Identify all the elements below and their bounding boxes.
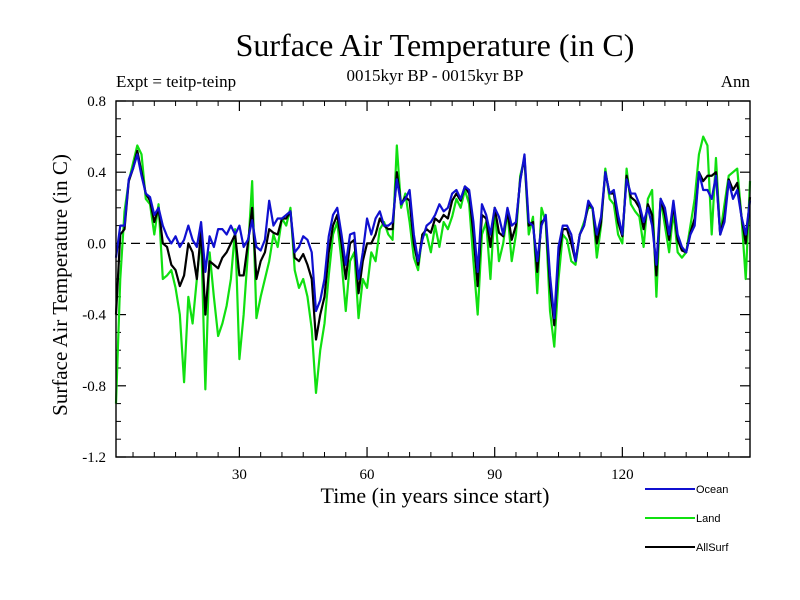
y-tick-label: -0.8 bbox=[82, 379, 106, 395]
series-line-ocean bbox=[114, 153, 752, 320]
legend-label-land: Land bbox=[696, 513, 720, 525]
chart-title: Surface Air Temperature (in C) bbox=[236, 27, 635, 63]
y-tick-label: 0.8 bbox=[87, 94, 106, 110]
series-line-land bbox=[114, 135, 752, 404]
y-tick-label: 0.4 bbox=[87, 165, 106, 181]
y-tick-label: 0.0 bbox=[87, 236, 106, 252]
series-line-allsurf bbox=[114, 149, 752, 341]
plot-frame bbox=[115, 100, 751, 458]
legend: Ocean Land AllSurf bbox=[645, 484, 729, 554]
x-tick-label: 90 bbox=[487, 467, 502, 483]
chart-right-label: Ann bbox=[721, 72, 751, 91]
legend-label-allsurf: AllSurf bbox=[696, 542, 729, 554]
y-tick-label: -0.4 bbox=[82, 308, 106, 324]
plot-area: 30 60 90 120 -1.2 -0.8 -0.4 0.0 0.4 0.8 bbox=[82, 94, 752, 483]
x-tick-label: 30 bbox=[232, 467, 247, 483]
x-tick-label: 120 bbox=[611, 467, 634, 483]
chart-left-label: Expt = teitp-teinp bbox=[116, 72, 236, 91]
y-axis-label: Surface Air Temperature (in C) bbox=[48, 154, 72, 416]
x-axis-label: Time (in years since start) bbox=[321, 483, 550, 508]
y-tick-label: -1.2 bbox=[82, 450, 106, 466]
x-tick-label: 60 bbox=[360, 467, 375, 483]
chart-subtitle: 0015kyr BP - 0015kyr BP bbox=[347, 66, 524, 85]
legend-label-ocean: Ocean bbox=[696, 484, 728, 496]
